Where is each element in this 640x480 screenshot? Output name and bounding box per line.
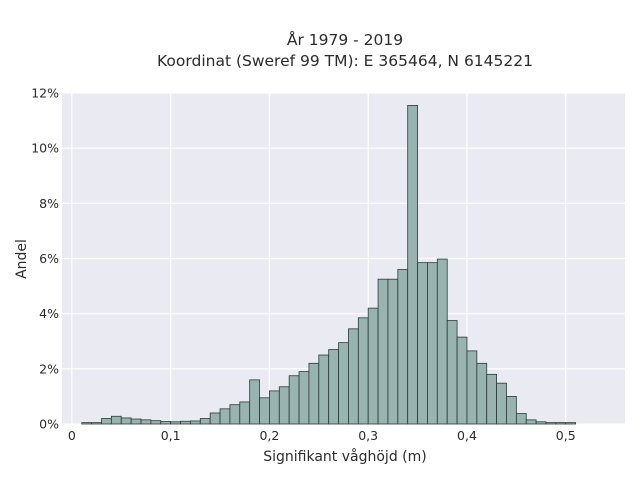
- histogram-bar: [130, 418, 142, 425]
- histogram-bar: [417, 262, 428, 425]
- histogram-bar: [81, 422, 93, 425]
- y-tick-label: 10%: [31, 141, 59, 156]
- histogram-bar: [190, 420, 201, 425]
- histogram-bar: [160, 421, 172, 425]
- histogram-bar: [456, 336, 468, 425]
- histogram-bar: [328, 349, 339, 425]
- histogram-bar: [180, 420, 191, 425]
- x-tick-label: 0: [68, 428, 76, 443]
- histogram-bar: [308, 362, 320, 425]
- y-axis-ticks: 0% 2% 4% 6% 8% 10% 12%: [31, 86, 59, 432]
- chart-title-line1: År 1979 - 2019: [287, 30, 403, 49]
- histogram-bar: [278, 386, 290, 425]
- histogram-bar: [170, 421, 181, 425]
- histogram-bar: [535, 421, 547, 425]
- histogram-bar: [249, 379, 260, 425]
- histogram-bar: [525, 419, 537, 425]
- histogram-bar: [506, 396, 517, 425]
- histogram-bar: [377, 278, 389, 425]
- histogram-bar: [466, 350, 478, 425]
- histogram-bar: [101, 418, 112, 425]
- y-tick-label: 4%: [39, 306, 59, 321]
- histogram-bar: [209, 412, 221, 425]
- histogram-bar: [397, 269, 409, 425]
- histogram-bar: [259, 397, 270, 425]
- y-axis-label: Andel: [14, 239, 30, 279]
- histogram-bar: [338, 342, 349, 425]
- y-tick-label: 12%: [31, 86, 59, 101]
- y-tick-label: 2%: [39, 361, 59, 376]
- y-tick-label: 0%: [39, 417, 59, 432]
- x-tick-label: 0,3: [358, 428, 378, 443]
- chart-title-line2: Koordinat (Sweref 99 TM): E 365464, N 61…: [157, 52, 533, 70]
- histogram-bar: [348, 328, 359, 425]
- x-tick-label: 0,4: [457, 428, 477, 443]
- histogram-bar: [476, 362, 488, 425]
- histogram-bar: [565, 422, 577, 425]
- histogram-bar: [120, 417, 132, 425]
- x-tick-label: 0,2: [259, 428, 279, 443]
- histogram-bar: [140, 419, 152, 425]
- histogram-bar: [269, 390, 280, 425]
- histogram-bar: [318, 354, 330, 425]
- histogram-bar: [229, 404, 241, 425]
- histogram-bar: [545, 422, 557, 425]
- x-tick-label: 0,5: [556, 428, 576, 443]
- histogram-bar: [150, 420, 162, 425]
- histogram-bar: [555, 422, 567, 425]
- histogram-bar: [357, 317, 369, 425]
- histogram-bar: [298, 371, 310, 425]
- histogram-bar: [91, 422, 102, 425]
- histogram-bar: [199, 418, 211, 425]
- histogram-bar: [239, 401, 251, 425]
- histogram-bar: [436, 258, 448, 425]
- x-tick-label: 0,1: [161, 428, 181, 443]
- histogram-bar: [110, 415, 122, 425]
- y-tick-label: 6%: [39, 251, 59, 266]
- x-axis-label: Signifikant våghöjd (m): [263, 448, 426, 465]
- histogram-bar: [427, 262, 438, 425]
- histogram-bar: [515, 413, 527, 425]
- histogram-bar: [288, 375, 300, 425]
- x-axis-ticks: 0 0,1 0,2 0,3 0,4 0,5: [68, 428, 576, 443]
- histogram-bar: [407, 105, 418, 425]
- histogram-bar: [367, 307, 379, 425]
- histogram-bar: [496, 382, 507, 425]
- histogram-bars: [81, 105, 577, 425]
- histogram-bar: [446, 320, 458, 425]
- y-tick-label: 8%: [39, 196, 59, 211]
- histogram-bar: [219, 408, 231, 425]
- histogram-bar: [387, 278, 399, 425]
- histogram-bar: [486, 373, 497, 425]
